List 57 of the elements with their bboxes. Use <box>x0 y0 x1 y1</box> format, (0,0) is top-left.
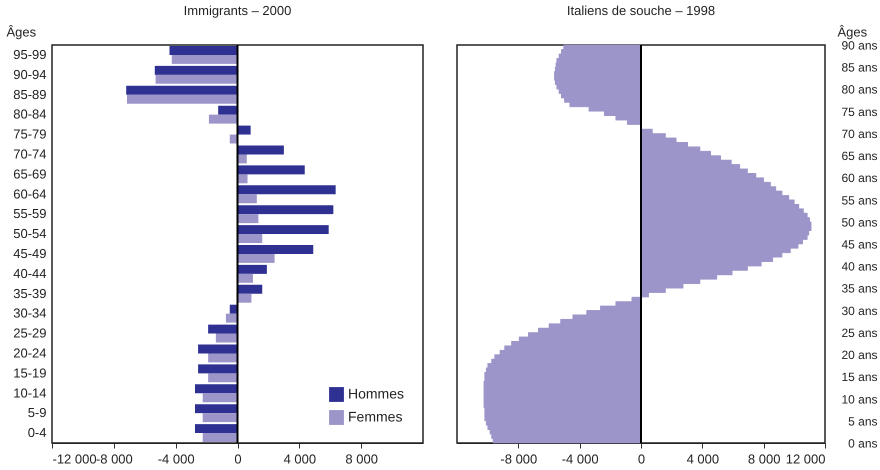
y-tick-label: 20-24 <box>13 345 46 360</box>
y-tick-label: 70-74 <box>13 146 46 162</box>
x-tick-label: -8 000 <box>500 452 538 466</box>
chart-title: Italiens de souche – 1998 <box>566 3 716 18</box>
y-tick-label: 80-84 <box>13 106 46 122</box>
y-tick-label: 20 ans <box>841 348 878 362</box>
y-tick-label: 15 ans <box>841 370 878 384</box>
y-tick-label: 75-79 <box>13 126 46 142</box>
y-tick-label: 95-99 <box>13 46 46 62</box>
y-tick-label: 80 ans <box>841 82 878 97</box>
y-tick-label: 5 ans <box>848 414 878 428</box>
y-tick-label: 30 ans <box>841 304 878 318</box>
y-tick-label: 50-54 <box>13 226 46 242</box>
y-tick-label: 25-29 <box>13 326 46 341</box>
y-tick-label: 50 ans <box>841 215 878 230</box>
legend-label: Hommes <box>348 386 404 402</box>
x-tick-label: 0 <box>234 452 242 466</box>
y-tick-label: 60-64 <box>13 186 46 202</box>
x-tick-label: -4 000 <box>158 452 195 466</box>
y-tick-label: 10-14 <box>13 385 46 400</box>
y-tick-label: 45 ans <box>841 238 878 252</box>
y-tick-label: 55-59 <box>13 206 46 222</box>
x-tick-label: -4 000 <box>562 452 599 466</box>
x-tick-label: -8 000 <box>96 452 133 466</box>
y-tick-label: 30-34 <box>13 306 46 321</box>
x-tick-label: 4 000 <box>686 452 720 466</box>
y-tick-label: 85 ans <box>841 60 878 75</box>
y-tick-label: 60 ans <box>841 171 878 186</box>
x-tick-label: -12 000 <box>52 452 97 466</box>
y-tick-label: 0-4 <box>28 425 46 440</box>
x-tick-label: 12 000 <box>786 452 826 466</box>
y-tick-label: 35 ans <box>841 282 878 296</box>
y-tick-label: 45-49 <box>13 246 46 261</box>
x-tick-label: 8 000 <box>748 452 780 466</box>
y-axis-title: Âges <box>838 24 868 40</box>
y-tick-label: 35-39 <box>13 286 46 301</box>
y-tick-label: 65-69 <box>13 166 46 182</box>
y-tick-label: 90-94 <box>13 66 46 82</box>
y-tick-label: 70 ans <box>841 126 878 141</box>
y-axis-title: Âges <box>6 24 37 40</box>
y-tick-label: 75 ans <box>841 104 878 119</box>
y-tick-label: 55 ans <box>841 193 878 208</box>
y-tick-label: 15-19 <box>13 365 46 380</box>
y-tick-label: 40-44 <box>13 266 46 281</box>
y-tick-label: 90 ans <box>841 38 878 52</box>
y-tick-label: 40 ans <box>841 260 878 274</box>
chart-title: Immigrants – 2000 <box>184 3 292 18</box>
y-tick-label: 85-89 <box>13 86 46 102</box>
x-tick-label: 4 000 <box>284 452 316 466</box>
legend-label: Femmes <box>348 408 402 424</box>
y-tick-label: 65 ans <box>841 149 878 164</box>
y-tick-label: 10 ans <box>841 392 878 406</box>
y-tick-label: 5-9 <box>28 405 46 420</box>
x-tick-label: 8 000 <box>345 452 378 466</box>
y-tick-label: 25 ans <box>841 326 878 340</box>
y-tick-label: 0 ans <box>848 436 878 450</box>
x-tick-label: 0 <box>638 452 646 466</box>
